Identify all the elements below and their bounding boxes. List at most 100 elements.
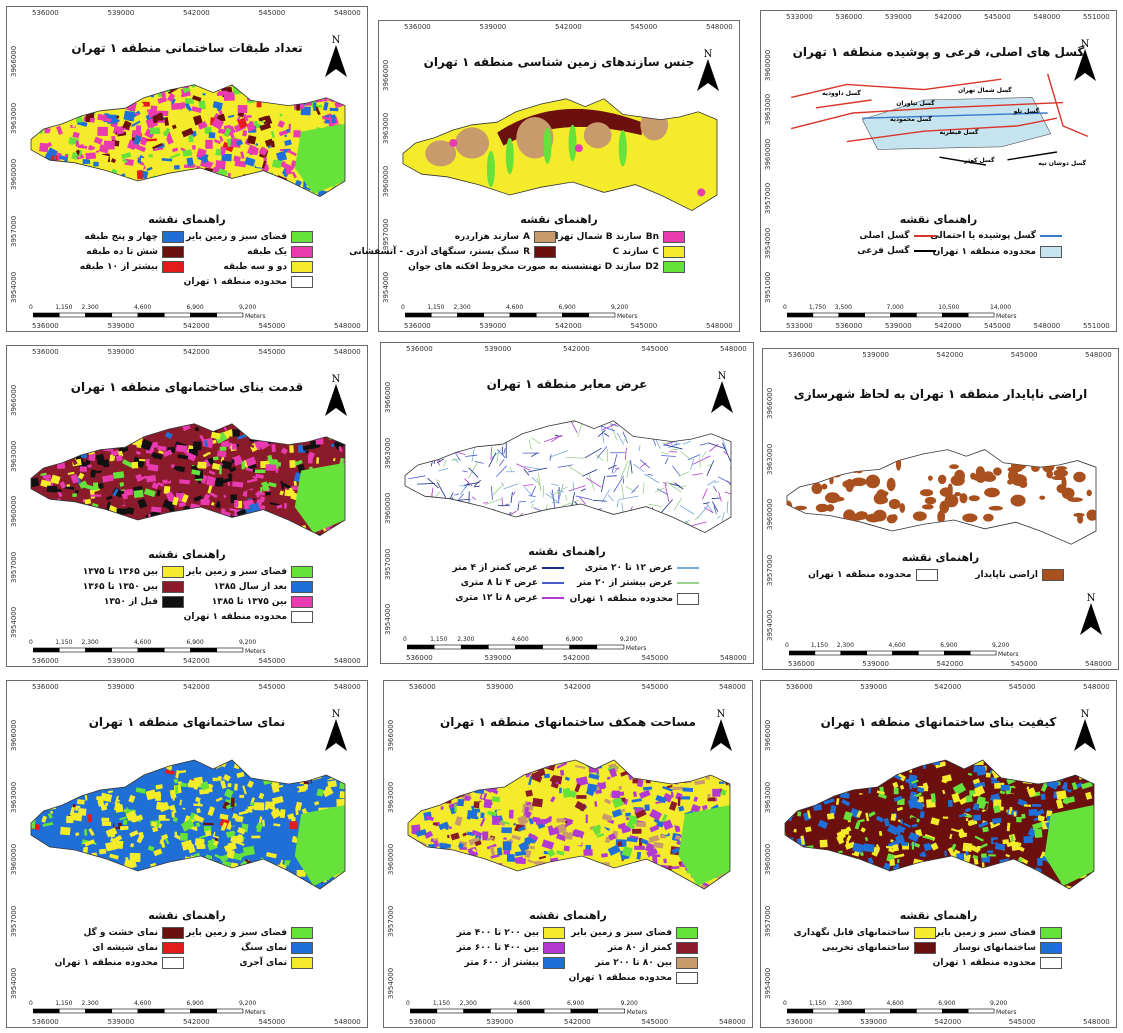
map-canvas (786, 449, 1097, 545)
x-tick-bottom: 539000 (885, 322, 912, 330)
north-label: N (1080, 709, 1090, 720)
legend-label: کمتر از ۸۰ متر (607, 943, 672, 953)
legend-label: نمای خشت و گل (83, 928, 158, 938)
legend-swatch (291, 261, 313, 273)
scale-label: 1,150 (55, 1000, 73, 1007)
x-tick-bottom: 539000 (484, 654, 512, 662)
y-tick: 3960000 (10, 495, 18, 527)
legend-swatch (162, 566, 184, 578)
scale-bar (787, 1008, 995, 1014)
scale-label: 7,000 (886, 304, 904, 311)
x-tick-top: 542000 (563, 345, 590, 353)
north-arrow-icon: N (693, 49, 723, 93)
legend-label: بین ۱۳۵۰ تا ۱۳۶۵ (82, 582, 158, 592)
scale-label: 2,300 (81, 1000, 99, 1007)
scale-label: 2,300 (834, 1000, 852, 1007)
legend-item: نمای شیشه ای (92, 942, 184, 954)
legend-item: Bn سازند B شمال تهران (548, 231, 685, 243)
x-tick-bottom: 551000 (1083, 322, 1110, 330)
scale-bar (407, 644, 625, 650)
legend-label: نمای سنگ (241, 943, 287, 953)
legend-swatch (291, 276, 313, 288)
legend-label: بیشتر از ۶۰۰ متر (464, 958, 540, 968)
legend-label: ساختمانهای تخریبی (821, 943, 910, 953)
legend-title: راهنمای نقشه (528, 545, 606, 558)
map-title: اراضی ناپایدار منطقه ۱ تهران به لحاظ شهر… (793, 387, 1088, 401)
legend-swatch (676, 957, 698, 969)
legend-item: نمای آجری (239, 957, 313, 969)
legend-item: عرض ۸ تا ۱۲ متری (455, 593, 564, 603)
scale-label: 1,150 (55, 639, 73, 646)
x-tick-bottom: 539000 (479, 322, 507, 330)
legend-item: ساختمانهای نوساز (954, 942, 1062, 954)
y-tick: 3966000 (10, 719, 18, 751)
legend-item: عرض ۱۲ تا ۲۰ متری (585, 563, 699, 573)
scale-bar (405, 312, 616, 318)
map-title: نمای ساختمانهای منطقه ۱ تهران (88, 715, 286, 729)
legend-item: بین ۱۳۶۵ تا ۱۳۷۵ (83, 566, 184, 578)
x-tick-top: 542000 (183, 348, 210, 356)
legend-item: بین ۸۰ تا ۲۰۰ متر (595, 957, 698, 969)
scale-label: 2,300 (459, 1000, 477, 1007)
x-tick-bottom: 542000 (563, 654, 590, 662)
scale-unit: Meters (625, 645, 647, 652)
x-tick-bottom: 545000 (641, 654, 669, 662)
x-tick-top: 542000 (555, 23, 582, 31)
legend-item: فضای سبز و زمین بایر (186, 927, 313, 939)
map-panel: قدمت بنای ساختمانهای منطقه ۱ تهران 536000… (6, 345, 368, 667)
legend-item: محدوده منطقه ۱ تهران (933, 246, 1062, 258)
x-tick-bottom: 545000 (1008, 1018, 1036, 1026)
scale-label: 6,900 (186, 304, 204, 311)
legend-label: بین ۱۳۷۵ تا ۱۳۸۵ (211, 597, 287, 607)
x-tick-bottom: 539000 (107, 322, 135, 330)
legend-item: بین ۱۳۵۰ تا ۱۳۶۵ (83, 581, 184, 593)
legend-code: Bn (645, 232, 659, 242)
scale-label: 0 (785, 642, 789, 649)
legend-title: راهنمای نقشه (520, 213, 598, 226)
x-tick-top: 548000 (334, 9, 361, 17)
x-tick-bottom: 536000 (406, 654, 433, 662)
map-panel: اراضی ناپایدار منطقه ۱ تهران به لحاظ شهر… (762, 348, 1119, 670)
legend-item: عرض ۴ تا ۸ متری (461, 578, 564, 588)
scale-label: 10,500 (938, 304, 960, 311)
map-title: مساحت همکف ساختمانهای منطقه ۱ تهران (440, 715, 696, 729)
legend-swatch (1040, 246, 1062, 258)
scale-label: 0 (406, 1000, 410, 1007)
x-tick-bottom: 545000 (258, 657, 286, 665)
y-tick: 3963000 (387, 781, 395, 813)
legend-label: فضای سبز و زمین بایر (186, 567, 287, 577)
scale-bar (789, 650, 997, 656)
legend-item: شش تا ده طبقه (86, 246, 184, 258)
legend-label: گسل اصلی (859, 231, 910, 241)
scale-label: 1,150 (427, 304, 445, 311)
legend-swatch (162, 942, 184, 954)
x-tick-bottom: 548000 (1085, 660, 1112, 668)
north-arrow-icon: N (1070, 709, 1100, 753)
x-tick-top: 539000 (107, 683, 135, 691)
x-tick-bottom: 539000 (107, 1018, 135, 1026)
scale-label: 6,900 (558, 304, 576, 311)
legend-swatch (291, 581, 313, 593)
legend-swatch (291, 566, 313, 578)
legend-label: دو و سه طبقه (223, 262, 287, 272)
legend-title: راهنمای نقشه (148, 213, 226, 226)
legend-label: شش تا ده طبقه (86, 247, 158, 257)
legend-swatch (913, 250, 936, 252)
scale-label: 3,500 (834, 304, 852, 311)
legend-code: A (523, 232, 530, 242)
scale-label: 4,600 (133, 304, 152, 311)
y-tick: 3960000 (764, 843, 772, 875)
y-tick: 3963000 (766, 443, 774, 475)
scale-bar (410, 1008, 625, 1014)
legend-label: عرض ۴ تا ۸ متری (460, 578, 538, 588)
scale-unit: Meters (616, 313, 638, 320)
x-tick-top: 536000 (409, 683, 436, 691)
legend-swatch (542, 582, 564, 584)
x-tick-bottom: 545000 (641, 1018, 669, 1026)
x-tick-bottom: 542000 (936, 660, 964, 668)
y-tick: 3966000 (764, 719, 772, 751)
scale-label: 1,750 (808, 304, 827, 311)
legend-swatch (915, 569, 938, 581)
map-panel: جنس سازندهای زمین شناسی منطقه ۱ تهران 536… (349, 20, 740, 332)
scale-unit: Meters (996, 313, 1017, 320)
